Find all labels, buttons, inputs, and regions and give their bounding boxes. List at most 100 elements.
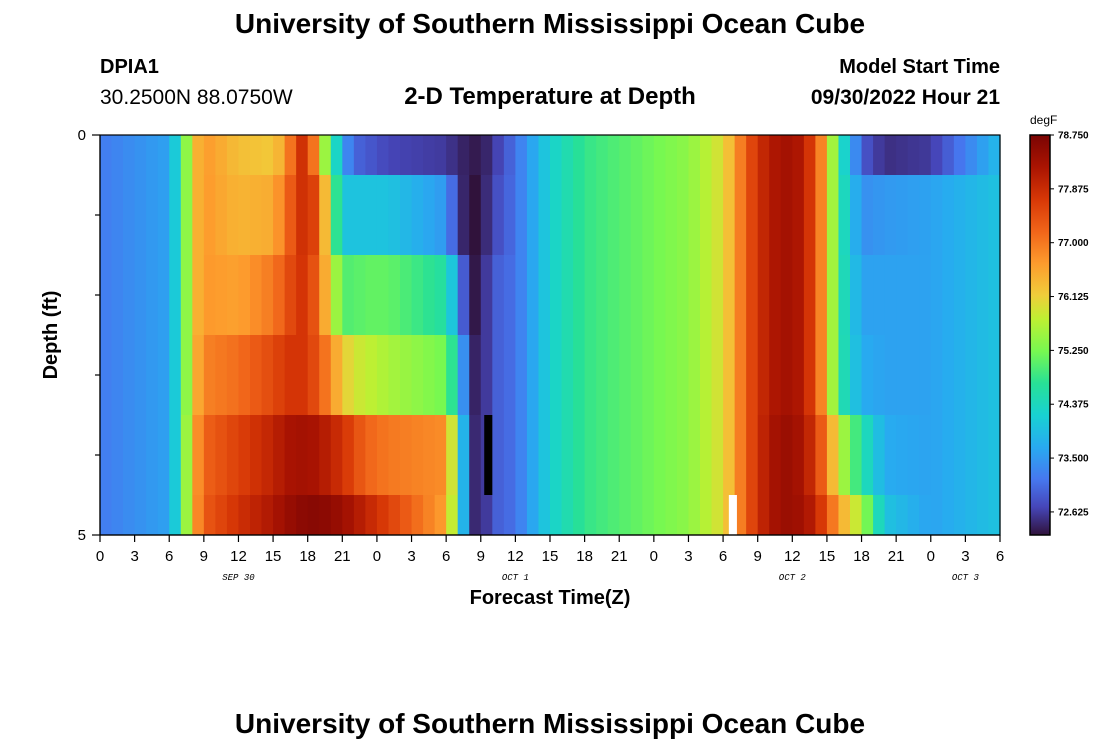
heatmap-cell xyxy=(388,255,401,336)
heatmap-cell xyxy=(619,415,632,496)
heatmap-cell xyxy=(319,255,332,336)
heatmap-cell xyxy=(746,175,759,256)
heatmap-cell xyxy=(815,255,828,336)
heatmap-cell xyxy=(376,135,390,176)
x-tick-label: 12 xyxy=(230,548,247,565)
heatmap-cell xyxy=(676,335,690,416)
heatmap-cell xyxy=(792,415,805,496)
heatmap-cell xyxy=(573,135,586,176)
heatmap-cell xyxy=(734,135,747,176)
heatmap-cell xyxy=(400,335,413,416)
heatmap-cell xyxy=(630,335,643,416)
heatmap-cell xyxy=(723,175,736,256)
heatmap-cell xyxy=(446,335,459,416)
date-label: OCT 2 xyxy=(779,573,807,583)
heatmap-cell xyxy=(296,135,309,176)
heatmap-cell xyxy=(492,135,505,176)
heatmap-cell xyxy=(123,255,136,336)
heatmap-cell xyxy=(434,335,447,416)
heatmap-cell xyxy=(273,495,286,536)
heatmap-cell xyxy=(896,495,909,536)
heatmap-cell xyxy=(769,495,782,536)
heatmap-cell xyxy=(573,495,586,536)
heatmap-cell xyxy=(469,415,482,496)
heatmap-cell xyxy=(446,255,459,336)
heatmap-cell xyxy=(642,255,655,336)
heatmap-cell xyxy=(192,175,205,256)
heatmap-cell xyxy=(653,335,666,416)
heatmap-cell xyxy=(526,415,540,496)
heatmap-cell xyxy=(503,335,516,416)
heatmap-cell xyxy=(446,135,459,176)
heatmap-cell xyxy=(734,415,747,496)
heatmap-cell xyxy=(215,335,228,416)
heatmap-cell xyxy=(596,335,609,416)
heatmap-cell xyxy=(607,335,620,416)
x-tick-label: 9 xyxy=(477,548,485,565)
heatmap-cell xyxy=(953,495,966,536)
heatmap-cell xyxy=(250,335,263,416)
heatmap-cell xyxy=(353,415,366,496)
heatmap-cell xyxy=(307,335,320,416)
heatmap-cell xyxy=(976,255,990,336)
heatmap-cell xyxy=(400,175,413,256)
heatmap-cell xyxy=(492,175,505,256)
heatmap-cell xyxy=(723,335,736,416)
heatmap-cell xyxy=(884,135,897,176)
heatmap-cell xyxy=(411,135,424,176)
heatmap-cell xyxy=(919,335,932,416)
heatmap-cell xyxy=(250,175,263,256)
heatmap-cell xyxy=(780,175,793,256)
heatmap-cell xyxy=(538,255,551,336)
heatmap-cell xyxy=(284,135,297,176)
heatmap-cell xyxy=(307,175,320,256)
heatmap-cell xyxy=(457,415,470,496)
heatmap-cell xyxy=(653,135,666,176)
x-tick-label: 3 xyxy=(130,548,138,565)
heatmap-cell xyxy=(838,255,851,336)
x-tick-label: 6 xyxy=(996,548,1004,565)
heatmap-cell xyxy=(423,335,436,416)
heatmap-cell xyxy=(665,135,678,176)
heatmap-cell xyxy=(434,255,447,336)
heatmap-cell xyxy=(284,495,297,536)
heatmap-cell xyxy=(596,175,609,256)
heatmap-cell xyxy=(342,175,355,256)
heatmap-cell xyxy=(688,255,701,336)
heatmap-cell xyxy=(584,135,597,176)
heatmap-cell xyxy=(307,415,320,496)
heatmap-cell xyxy=(780,495,793,536)
heatmap-cell xyxy=(988,175,1001,256)
heatmap-cell xyxy=(676,135,690,176)
heatmap-cell xyxy=(434,415,447,496)
heatmap-cell xyxy=(642,415,655,496)
heatmap-cell xyxy=(746,255,759,336)
heatmap-cell xyxy=(353,175,366,256)
heatmap-cell xyxy=(134,175,147,256)
heatmap-cell xyxy=(515,135,528,176)
x-tick-label: 6 xyxy=(165,548,173,565)
heatmap-cell xyxy=(480,255,493,336)
heatmap-cell xyxy=(123,415,136,496)
heatmap-cell xyxy=(861,135,874,176)
heatmap-cell xyxy=(596,415,609,496)
heatmap-cell xyxy=(376,175,390,256)
heatmap-cell xyxy=(988,135,1001,176)
heatmap-cell xyxy=(169,335,182,416)
heatmap-cell xyxy=(688,175,701,256)
heatmap-cell xyxy=(100,175,113,256)
heatmap-cell xyxy=(965,255,978,336)
heatmap-cell xyxy=(653,415,666,496)
heatmap-cell xyxy=(907,415,920,496)
heatmap-cell xyxy=(215,135,228,176)
heatmap-cell xyxy=(169,175,182,256)
heatmap-cell xyxy=(907,175,920,256)
heatmap-cell xyxy=(123,495,136,536)
x-tick-label: 18 xyxy=(853,548,870,565)
heatmap-cell xyxy=(284,255,297,336)
x-tick-label: 3 xyxy=(407,548,415,565)
heatmap-cell xyxy=(400,495,413,536)
heatmap-cell xyxy=(757,335,770,416)
heatmap-cell xyxy=(919,495,932,536)
heatmap-cell xyxy=(215,175,228,256)
